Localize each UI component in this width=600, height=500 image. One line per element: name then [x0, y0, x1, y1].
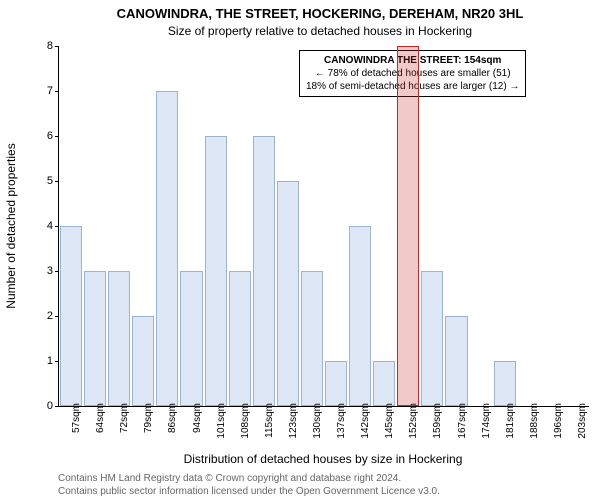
x-tick-label: 101sqm	[216, 403, 227, 443]
plot-area: CANOWINDRA THE STREET: 154sqm ← 78% of d…	[58, 46, 589, 407]
x-tick-label: 152sqm	[408, 403, 419, 443]
x-tick-label: 86sqm	[167, 403, 178, 443]
y-tick-mark	[55, 226, 59, 227]
y-tick-label: 5	[29, 175, 53, 187]
x-tick-label: 142sqm	[360, 403, 371, 443]
x-tick-label: 94sqm	[192, 403, 203, 443]
y-axis-label: Number of detached properties	[4, 46, 24, 406]
bar	[494, 361, 516, 406]
bar	[205, 136, 227, 406]
x-tick-label: 64sqm	[95, 403, 106, 443]
x-tick-label: 115sqm	[264, 403, 275, 443]
x-tick-label: 72sqm	[119, 403, 130, 443]
y-tick-mark	[55, 91, 59, 92]
chart-container: CANOWINDRA, THE STREET, HOCKERING, DEREH…	[0, 0, 600, 500]
bar	[349, 226, 371, 406]
x-tick-label: 174sqm	[481, 403, 492, 443]
bar	[421, 271, 443, 406]
x-tick-label: 79sqm	[143, 403, 154, 443]
x-tick-label: 145sqm	[384, 403, 395, 443]
bar	[229, 271, 251, 406]
x-tick-label: 137sqm	[336, 403, 347, 443]
bar	[325, 361, 347, 406]
x-tick-label: 196sqm	[553, 403, 564, 443]
x-tick-label: 123sqm	[288, 403, 299, 443]
bar	[253, 136, 275, 406]
y-tick-mark	[55, 46, 59, 47]
x-tick-label: 203sqm	[577, 403, 588, 443]
bar	[180, 271, 202, 406]
x-tick-label: 57sqm	[71, 403, 82, 443]
y-tick-mark	[55, 181, 59, 182]
x-tick-label: 130sqm	[312, 403, 323, 443]
chart-subtitle: Size of property relative to detached ho…	[50, 24, 590, 38]
y-tick-label: 0	[29, 400, 53, 412]
x-tick-label: 188sqm	[529, 403, 540, 443]
y-tick-label: 7	[29, 85, 53, 97]
y-tick-label: 1	[29, 355, 53, 367]
x-tick-label: 167sqm	[457, 403, 468, 443]
y-tick-label: 2	[29, 310, 53, 322]
y-tick-mark	[55, 136, 59, 137]
x-tick-label: 108sqm	[240, 403, 251, 443]
y-tick-label: 8	[29, 40, 53, 52]
x-tick-label: 159sqm	[432, 403, 443, 443]
bar	[84, 271, 106, 406]
footer-line1: Contains HM Land Registry data © Crown c…	[58, 472, 440, 485]
highlight-bar	[397, 46, 419, 406]
y-tick-mark	[55, 361, 59, 362]
y-tick-mark	[55, 271, 59, 272]
bar	[301, 271, 323, 406]
chart-title: CANOWINDRA, THE STREET, HOCKERING, DEREH…	[50, 6, 590, 21]
bar	[373, 361, 395, 406]
bar	[132, 316, 154, 406]
footer-line2: Contains public sector information licen…	[58, 485, 440, 498]
y-tick-mark	[55, 406, 59, 407]
footer: Contains HM Land Registry data © Crown c…	[58, 472, 440, 498]
x-tick-label: 181sqm	[505, 403, 516, 443]
bar	[108, 271, 130, 406]
y-tick-label: 4	[29, 220, 53, 232]
bar	[156, 91, 178, 406]
y-tick-label: 3	[29, 265, 53, 277]
x-axis-label: Distribution of detached houses by size …	[58, 452, 588, 466]
bar	[277, 181, 299, 406]
y-tick-mark	[55, 316, 59, 317]
bar	[445, 316, 467, 406]
bar	[60, 226, 82, 406]
y-tick-label: 6	[29, 130, 53, 142]
